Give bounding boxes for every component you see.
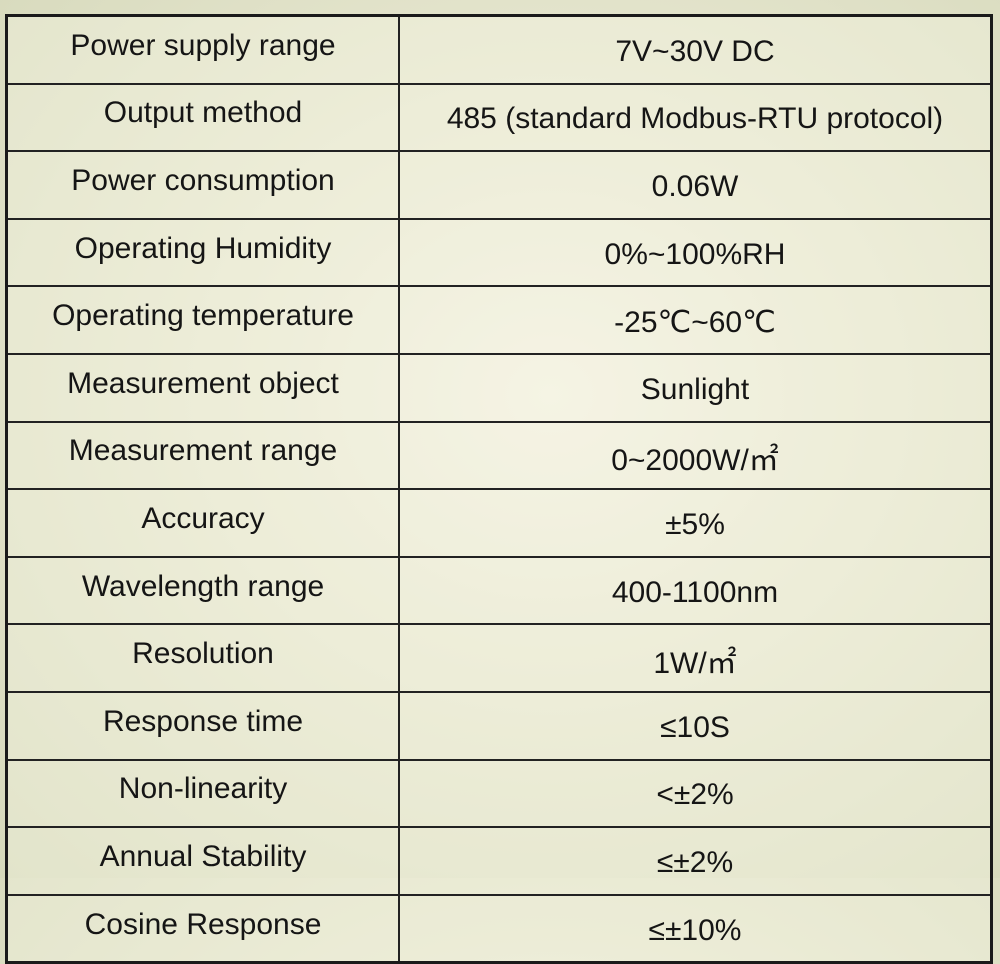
table-body: Power supply range 7V~30V DC Output method… [5, 14, 993, 964]
spec-row: Operating temperature -25℃~60℃ [5, 285, 993, 355]
spec-value: 0.06W [398, 150, 993, 220]
spec-row: Response time ≤10S [5, 690, 993, 761]
spec-value: 0%~100%RH [398, 217, 993, 288]
spec-value: -25℃~60℃ [398, 285, 993, 355]
spec-name: Operating temperature [5, 285, 400, 355]
spec-name: Non-linearity [5, 758, 400, 829]
spec-value: ±5% [398, 488, 993, 558]
spec-table-wrap: Power supply range 7V~30V DC Output method… [5, 14, 993, 964]
spec-row: Cosine Response ≤±10% [5, 893, 993, 964]
spec-row: Output method 485 (standard Modbus-RTU pr… [5, 82, 993, 153]
spec-value: ≤±2% [398, 826, 993, 896]
spec-table: Power supply range 7V~30V DC Output method… [5, 14, 993, 964]
spec-name: Power consumption [5, 150, 400, 220]
spec-name: Wavelength range [5, 555, 400, 626]
spec-value: ≤±10% [398, 893, 993, 964]
spec-value: <±2% [398, 758, 993, 829]
spec-row: Power consumption 0.06W [5, 150, 993, 220]
spec-value: 0~2000W/㎡ [398, 420, 993, 491]
spec-row: Operating Humidity 0%~100%RH [5, 217, 993, 288]
spec-name: Measurement range [5, 420, 400, 491]
spec-value: ≤10S [398, 690, 993, 761]
spec-name: Response time [5, 690, 400, 761]
spec-row: Measurement object Sunlight [5, 352, 993, 423]
spec-name: Operating Humidity [5, 217, 400, 288]
spec-name: Cosine Response [5, 893, 400, 964]
spec-name: Accuracy [5, 488, 400, 558]
spec-value: Sunlight [398, 352, 993, 423]
spec-row: Accuracy ±5% [5, 488, 993, 558]
spec-name: Resolution [5, 623, 400, 693]
spec-row: Non-linearity <±2% [5, 758, 993, 829]
spec-row: Measurement range 0~2000W/㎡ [5, 420, 993, 491]
spec-row: Wavelength range 400-1100nm [5, 555, 993, 626]
spec-value: 485 (standard Modbus-RTU protocol) [398, 82, 993, 153]
spec-row: Power supply range 7V~30V DC [5, 14, 993, 85]
spec-row: Annual Stability ≤±2% [5, 826, 993, 896]
spec-value: 400-1100nm [398, 555, 993, 626]
spec-row: Resolution 1W/㎡ [5, 623, 993, 693]
spec-value: 1W/㎡ [398, 623, 993, 693]
spec-name: Annual Stability [5, 826, 400, 896]
spec-name: Measurement object [5, 352, 400, 423]
spec-name: Power supply range [5, 14, 400, 85]
spec-name: Output method [5, 82, 400, 153]
spec-value: 7V~30V DC [398, 14, 993, 85]
